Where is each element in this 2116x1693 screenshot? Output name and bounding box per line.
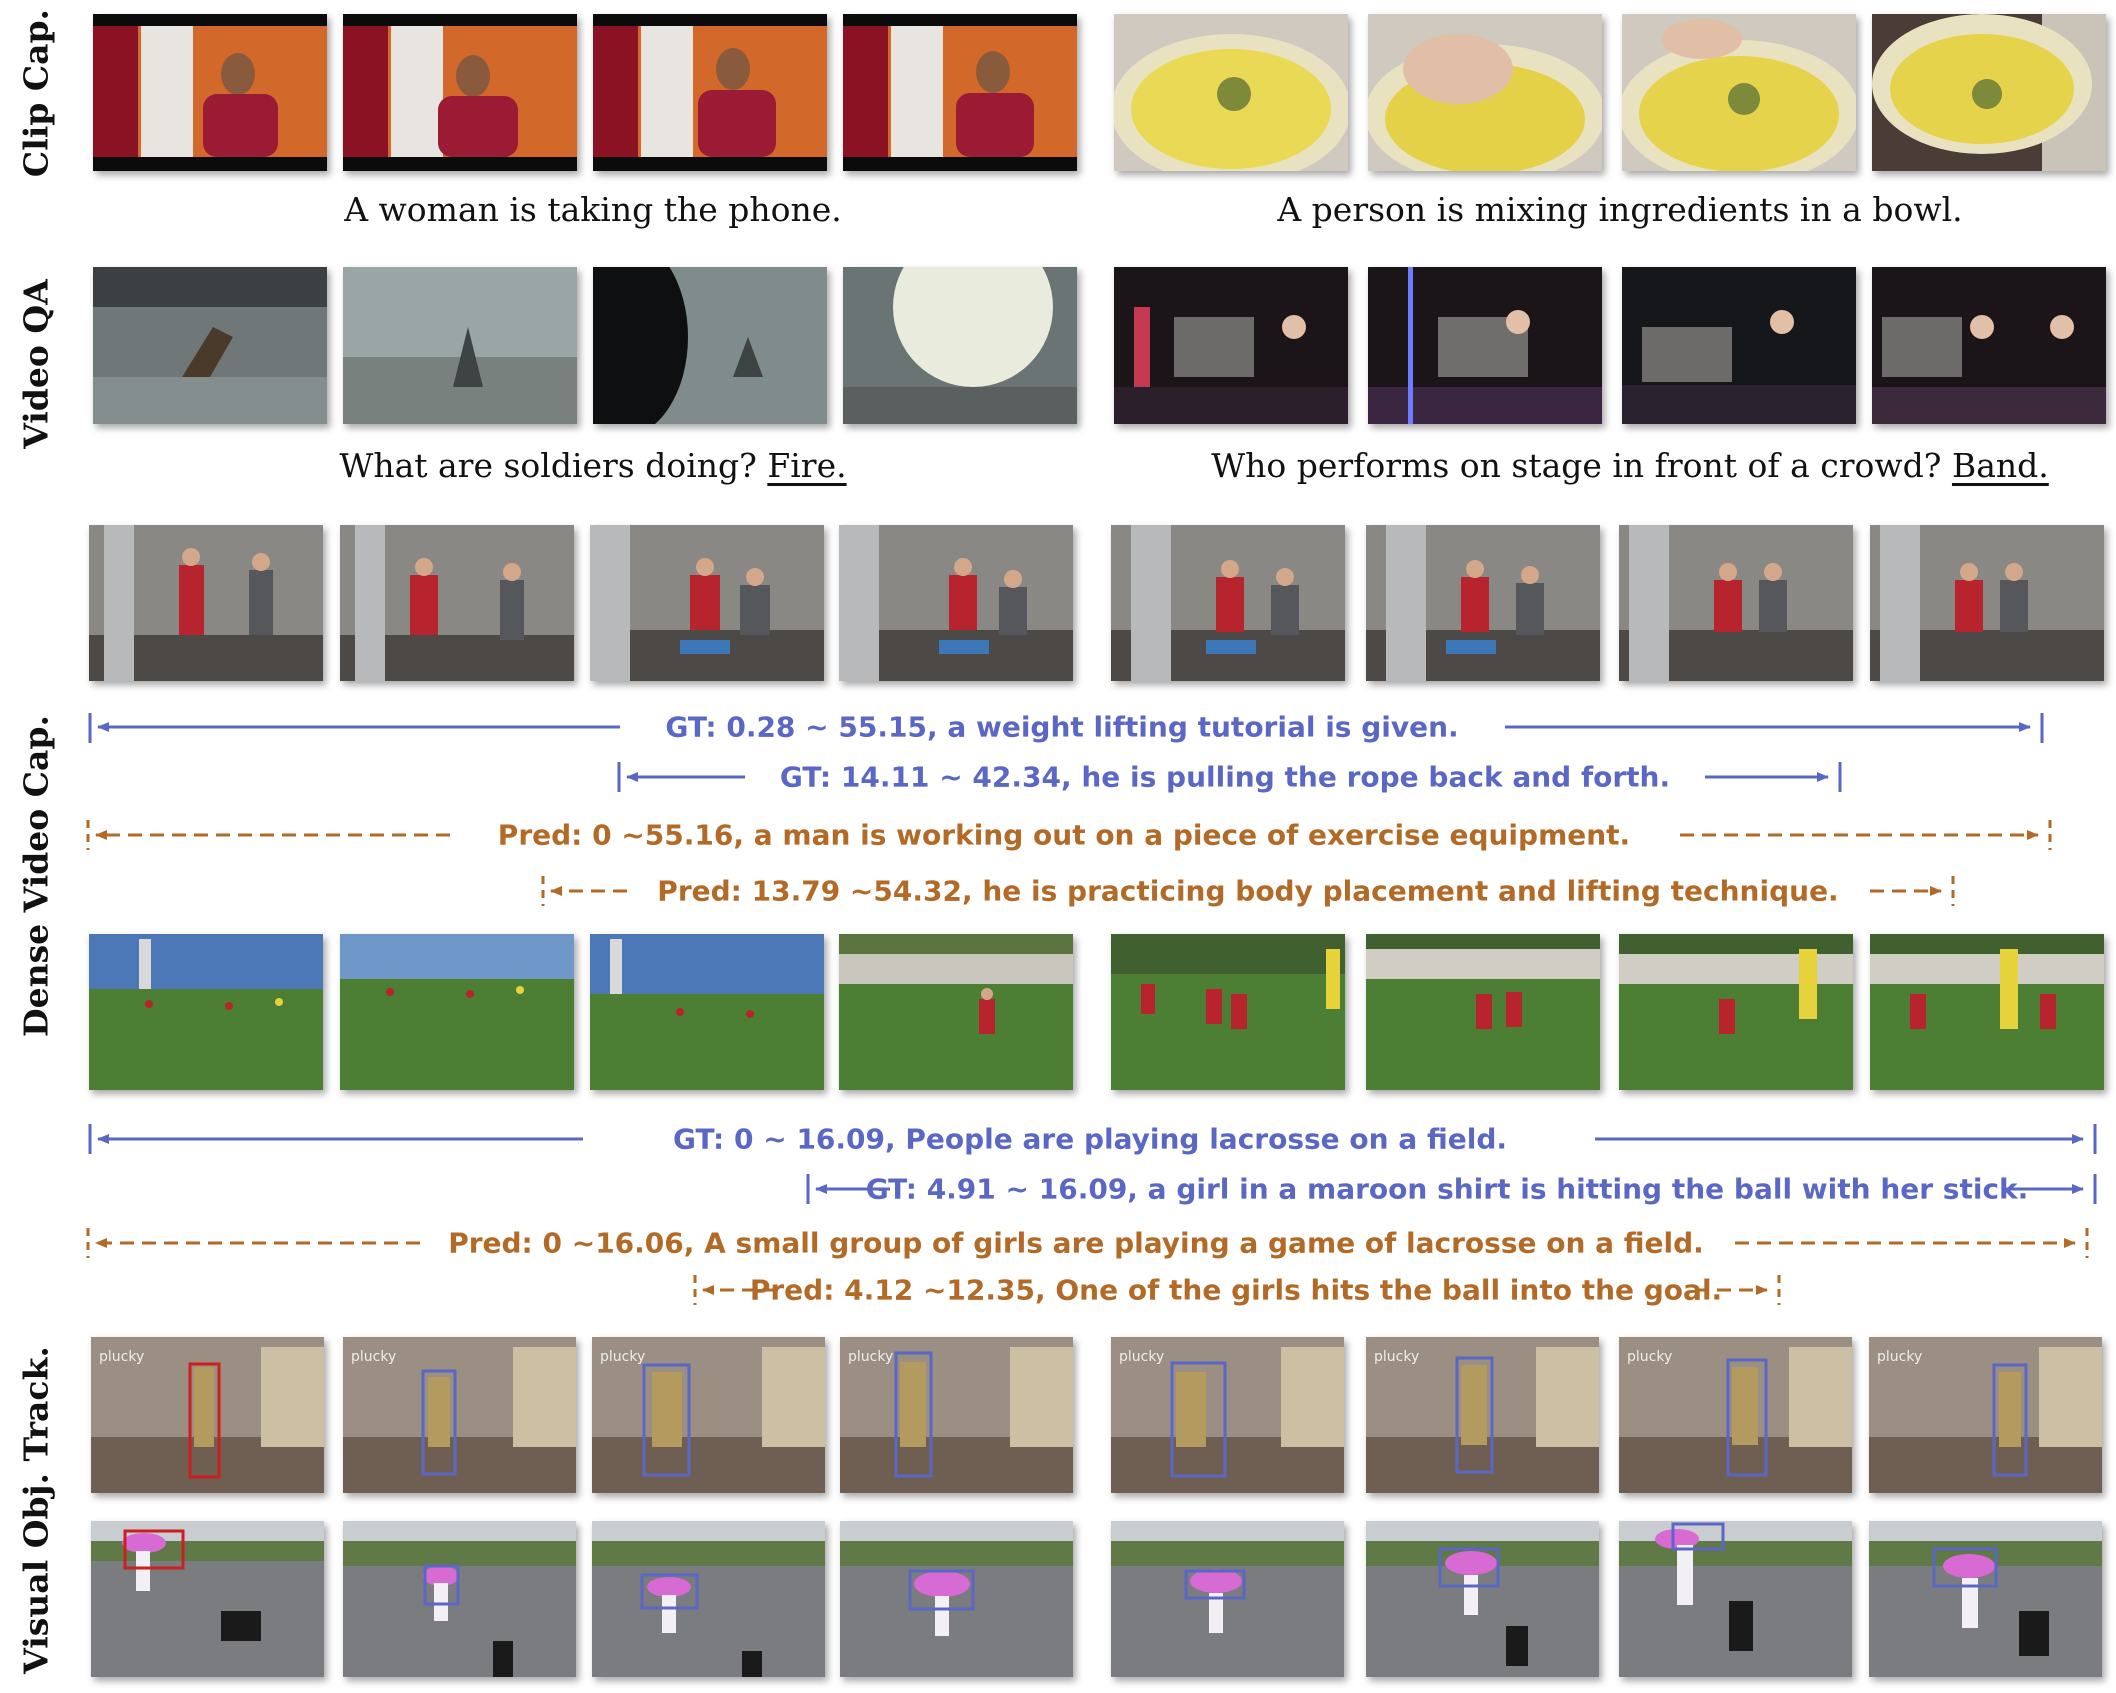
track-frame-umbrella-7 (1619, 1521, 1852, 1677)
watermark-text: plucky (99, 1349, 144, 1365)
row-label-video-qa: Video QA (16, 279, 56, 449)
dense-frame-lacrosse-5 (1111, 934, 1345, 1090)
tracked-bounding-box (1671, 1522, 1725, 1551)
dense1-gt-caption-2: GT: 14.11 ~ 42.34, he is pulling the rop… (779, 760, 1671, 794)
dense-frame-gym-5 (1111, 525, 1345, 681)
dense-frame-gym-1 (89, 525, 323, 681)
dense-frame-gym-6 (1366, 525, 1600, 681)
qa-answer-2: Band. (1951, 446, 2049, 485)
track-frame-umbrella-2 (343, 1521, 576, 1677)
dense2-gt-caption-1: GT: 0 ~ 16.09, People are playing lacros… (673, 1122, 1507, 1156)
target-bounding-box (123, 1529, 185, 1570)
qa-answer-1: Fire. (767, 446, 847, 485)
tracked-bounding-box (642, 1363, 691, 1477)
row-label-dense-video-caption: Dense Video Cap. (16, 714, 56, 1038)
track-frame-dancer-3: plucky (592, 1337, 825, 1493)
watermark-text: plucky (1877, 1349, 1922, 1365)
track-frame-umbrella-3 (592, 1521, 825, 1677)
watermark-text: plucky (1374, 1349, 1419, 1365)
tracked-bounding-box (894, 1351, 933, 1478)
clip-frame-bowl-3 (1622, 14, 1856, 171)
qa-frame-soldiers-3 (593, 267, 827, 424)
qa-caption-1: What are soldiers doing? Fire. (339, 446, 846, 485)
watermark-text: plucky (351, 1349, 396, 1365)
qa-frame-band-2 (1368, 267, 1602, 424)
qa-frame-band-4 (1872, 267, 2106, 424)
target-bounding-box (188, 1362, 221, 1479)
watermark-text: plucky (848, 1349, 893, 1365)
track-frame-umbrella-5 (1111, 1521, 1344, 1677)
row-label-clip-caption: Clip Cap. (16, 8, 56, 178)
dense1-gt-caption-1: GT: 0.28 ~ 55.15, a weight lifting tutor… (665, 710, 1459, 744)
dense-frame-gym-7 (1619, 525, 1853, 681)
clip-frame-woman-2 (343, 14, 577, 171)
tracked-bounding-box (1726, 1358, 1768, 1477)
watermark-text: plucky (600, 1349, 645, 1365)
dense1-pred-caption-2: Pred: 13.79 ~54.32, he is practicing bod… (657, 874, 1839, 908)
tracked-bounding-box (421, 1369, 457, 1476)
watermark-text: plucky (1119, 1349, 1164, 1365)
dense-frame-lacrosse-7 (1619, 934, 1853, 1090)
tracked-bounding-box (1184, 1569, 1246, 1600)
qa-frame-band-3 (1622, 267, 1856, 424)
qa-frame-soldiers-1 (93, 267, 327, 424)
dense-frame-gym-4 (839, 525, 1073, 681)
qa-frame-soldiers-2 (343, 267, 577, 424)
dense-frame-gym-3 (590, 525, 824, 681)
tracked-bounding-box (1170, 1361, 1227, 1478)
dense2-pred-caption-1: Pred: 0 ~16.06, A small group of girls a… (448, 1226, 1704, 1260)
clip-frame-woman-4 (843, 14, 1077, 171)
clip-frame-bowl-2 (1368, 14, 1602, 171)
dense-frame-gym-2 (340, 525, 574, 681)
track-frame-dancer-4: plucky (840, 1337, 1073, 1493)
row-label-visual-object-tracking: Visual Obj. Track. (16, 1346, 56, 1674)
track-frame-dancer-1: plucky (91, 1337, 324, 1493)
track-frame-umbrella-6 (1366, 1521, 1599, 1677)
track-frame-umbrella-1 (91, 1521, 324, 1677)
track-frame-dancer-7: plucky (1619, 1337, 1852, 1493)
clip-frame-bowl-1 (1114, 14, 1348, 171)
qa-question-2: Who performs on stage in front of a crow… (1211, 446, 1942, 485)
watermark-text: plucky (1627, 1349, 1672, 1365)
tracked-bounding-box (423, 1564, 460, 1606)
tracked-bounding-box (1455, 1356, 1494, 1474)
dense-frame-lacrosse-1 (89, 934, 323, 1090)
qa-frame-band-1 (1114, 267, 1348, 424)
clip-frame-bowl-4 (1872, 14, 2106, 171)
track-frame-umbrella-4 (840, 1521, 1073, 1677)
dense-frame-gym-8 (1870, 525, 2104, 681)
dense-frame-lacrosse-8 (1870, 934, 2104, 1090)
tracked-bounding-box (640, 1573, 699, 1610)
dense-frame-lacrosse-3 (590, 934, 824, 1090)
track-frame-umbrella-8 (1869, 1521, 2102, 1677)
clip-frame-woman-1 (93, 14, 327, 171)
clip-caption-2: A person is mixing ingredients in a bowl… (1277, 190, 1963, 229)
clip-frame-woman-3 (593, 14, 827, 171)
tracked-bounding-box (1932, 1547, 1998, 1588)
qa-caption-2: Who performs on stage in front of a crow… (1211, 446, 2049, 485)
dense2-gt-caption-2: GT: 4.91 ~ 16.09, a girl in a maroon shi… (865, 1172, 2029, 1206)
dense2-pred-caption-2: Pred: 4.12 ~12.35, One of the girls hits… (749, 1273, 1723, 1307)
track-frame-dancer-6: plucky (1366, 1337, 1599, 1493)
qa-frame-soldiers-4 (843, 267, 1077, 424)
tracked-bounding-box (1992, 1363, 2028, 1477)
dense-frame-lacrosse-4 (839, 934, 1073, 1090)
track-frame-dancer-8: plucky (1869, 1337, 2102, 1493)
track-frame-dancer-2: plucky (343, 1337, 576, 1493)
dense-frame-lacrosse-6 (1366, 934, 1600, 1090)
tracked-bounding-box (1438, 1547, 1500, 1588)
track-frame-dancer-5: plucky (1111, 1337, 1344, 1493)
tracked-bounding-box (908, 1569, 975, 1611)
qa-question-1: What are soldiers doing? (339, 446, 757, 485)
clip-caption-1: A woman is taking the phone. (344, 190, 842, 229)
dense-frame-lacrosse-2 (340, 934, 574, 1090)
dense1-pred-caption-1: Pred: 0 ~55.16, a man is working out on … (497, 818, 1631, 852)
